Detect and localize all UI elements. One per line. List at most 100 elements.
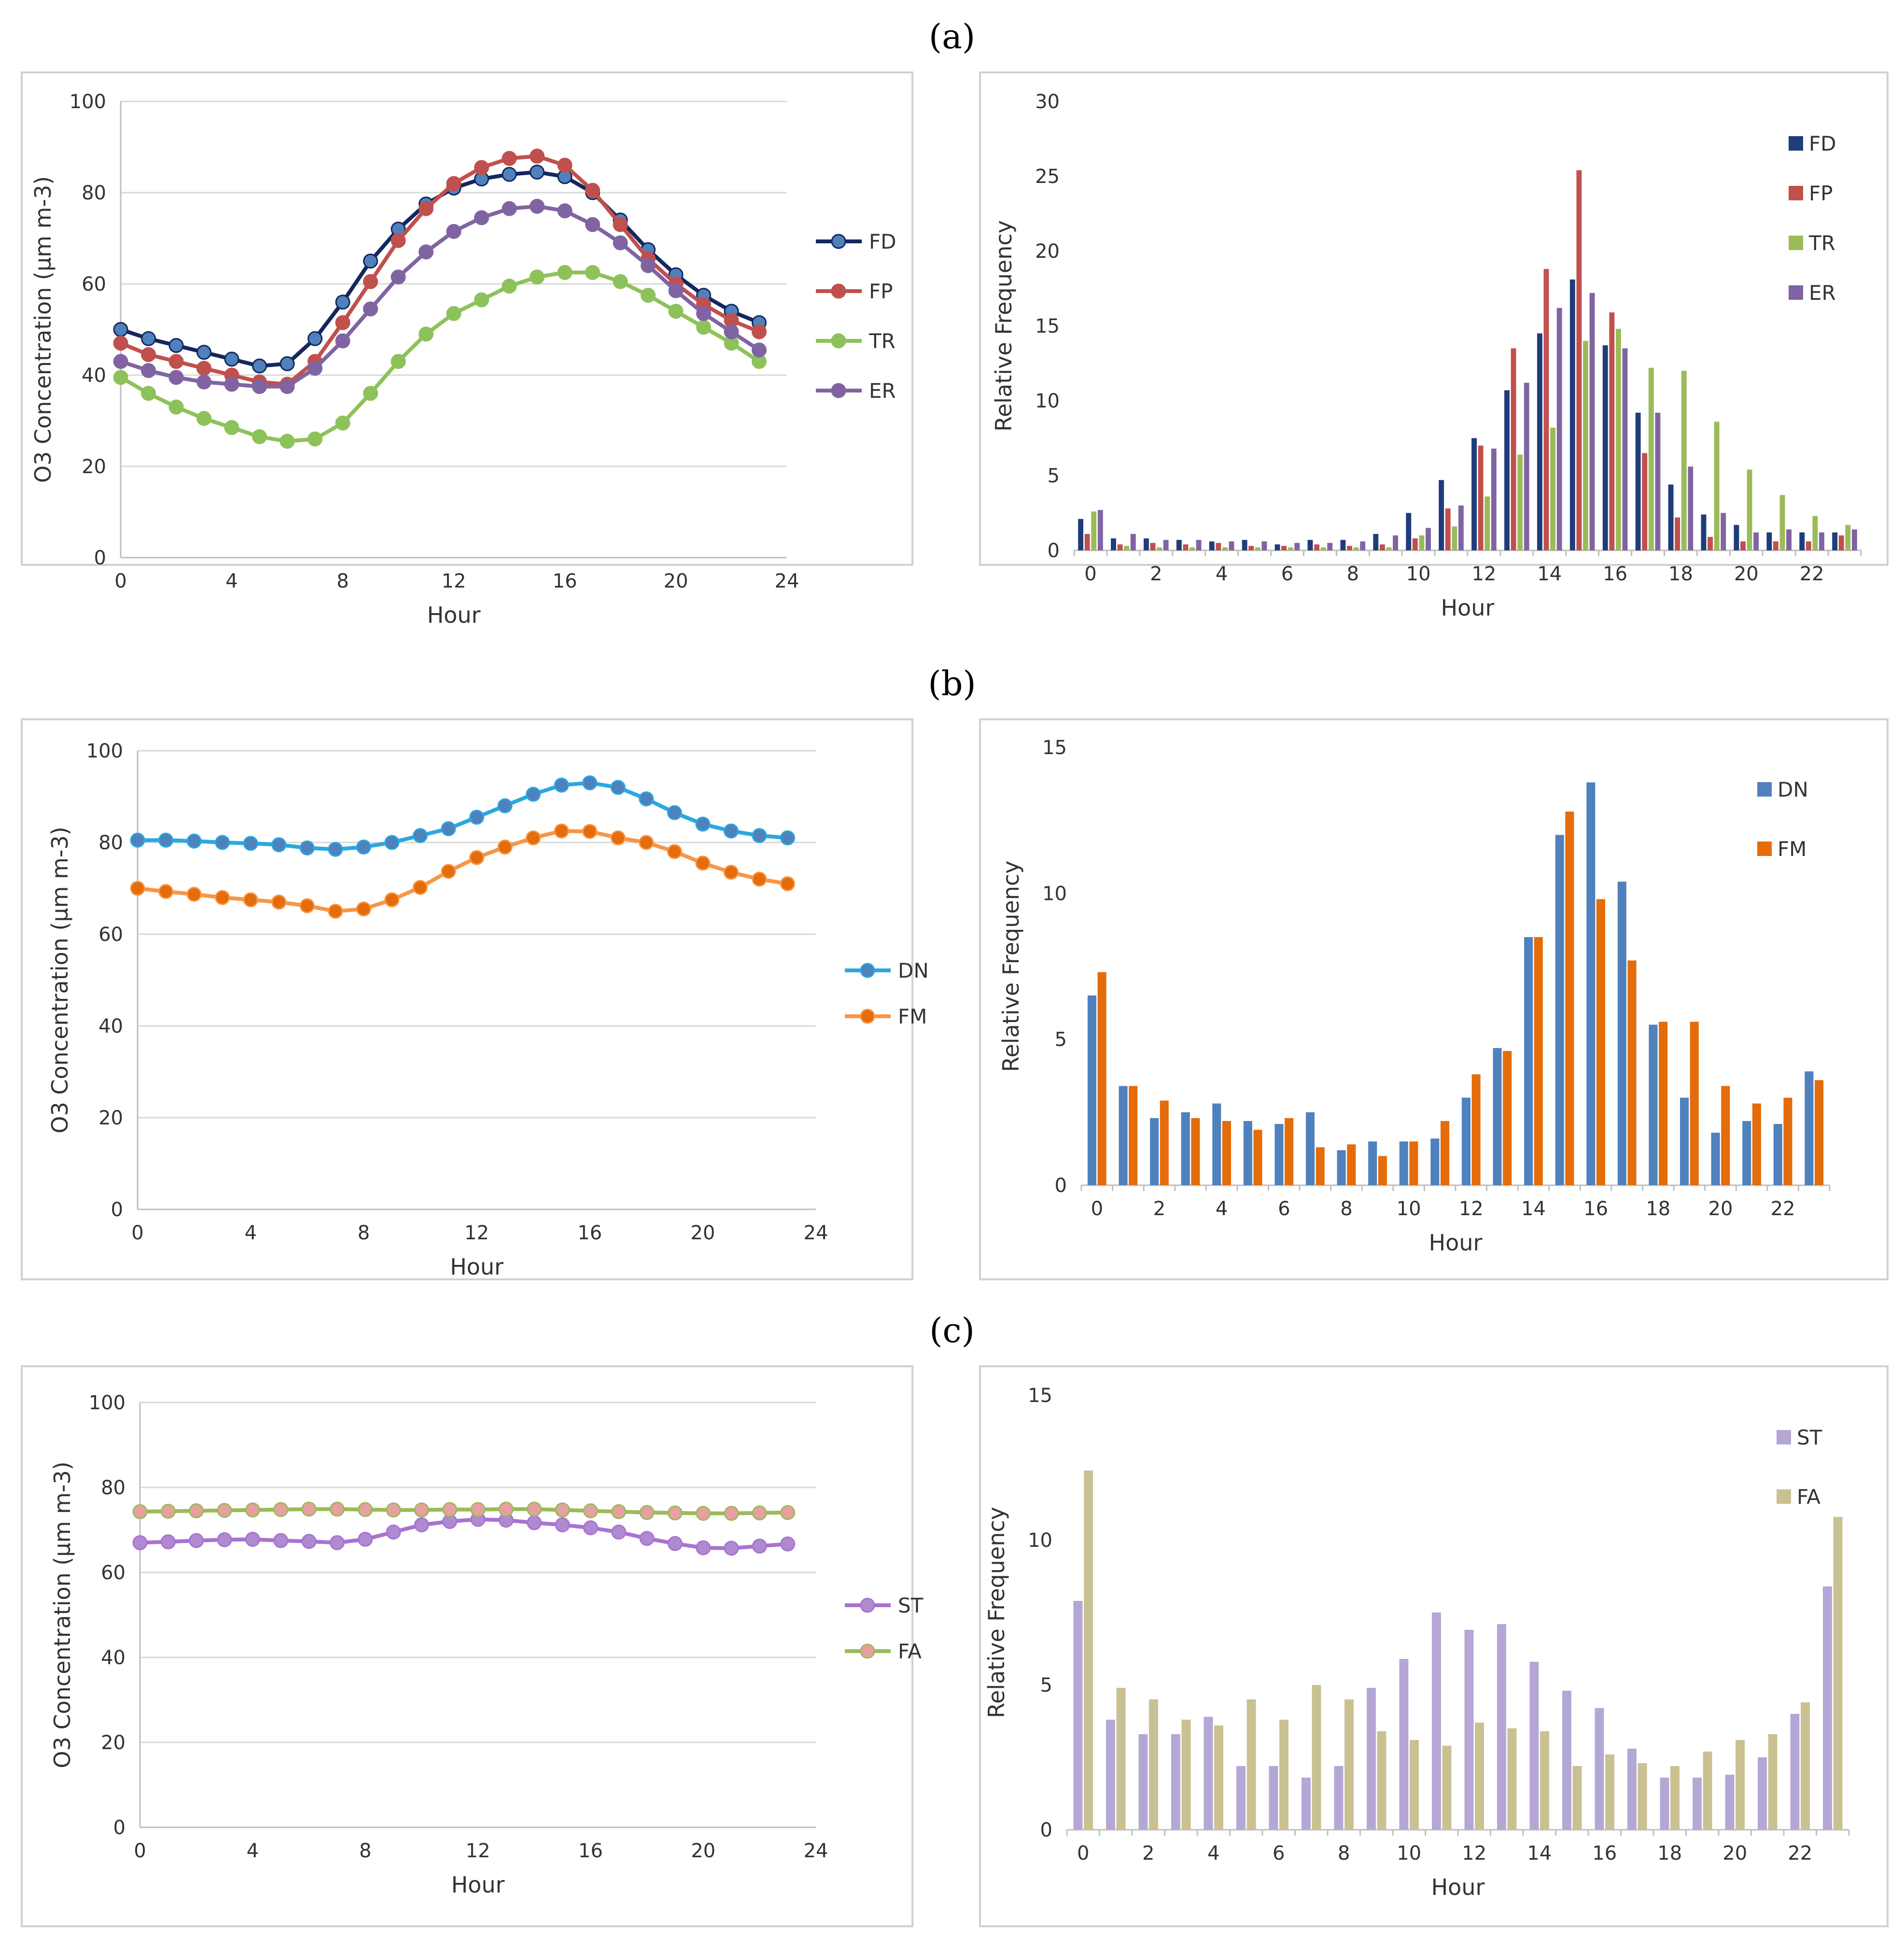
bar-fp-hour-11 <box>1445 508 1451 550</box>
data-point-fd <box>141 331 156 346</box>
bar-fd-hour-0 <box>1078 519 1084 550</box>
bar-fp-hour-10 <box>1412 538 1418 550</box>
bar-st-hour-14 <box>1529 1662 1539 1830</box>
bar-st-hour-2 <box>1138 1734 1148 1830</box>
data-point-tr <box>391 354 406 369</box>
data-point-dn <box>695 816 711 832</box>
data-point-dn <box>243 836 258 851</box>
data-point-fa <box>527 1501 542 1517</box>
y-tick-label: 0 <box>1040 1819 1052 1841</box>
y-tick-label: 5 <box>1048 465 1060 487</box>
data-point-fm <box>158 884 174 899</box>
y-axis-title: O3 Concentration (μm m-3) <box>47 827 73 1133</box>
bar-fa-hour-10 <box>1410 1740 1419 1830</box>
y-tick-label: 20 <box>98 1107 123 1129</box>
y-tick-label: 60 <box>98 924 123 946</box>
chart-frame-line <box>21 1365 913 1927</box>
bar-dn-hour-22 <box>1773 1124 1782 1185</box>
data-point-st <box>189 1533 204 1548</box>
bar-er-hour-17 <box>1655 412 1661 550</box>
panel-label-c: (c) <box>929 1311 975 1350</box>
data-point-fa <box>245 1502 260 1518</box>
y-tick-label: 15 <box>1028 1385 1052 1407</box>
x-tick-label: 16 <box>1603 563 1627 585</box>
y-tick-label: 10 <box>1028 1529 1052 1552</box>
panel-a-line-chart: 0 20 40 60 80 100 0 4 8 12 16 20 24 Hour O3 Concentrat… <box>21 71 913 628</box>
data-point-fm <box>186 886 202 902</box>
bar-er-hour-19 <box>1721 513 1726 550</box>
data-point-er <box>446 224 462 239</box>
bar-fp-hour-1 <box>1117 544 1123 550</box>
data-point-st <box>667 1536 683 1551</box>
bar-dn-hour-18 <box>1649 1024 1658 1185</box>
legend-swatch <box>1789 186 1803 200</box>
x-tick-label: 20 <box>1722 1842 1747 1865</box>
data-point-er <box>252 379 267 394</box>
data-point-fm <box>497 840 513 855</box>
legend-label-tr: TR <box>1808 231 1835 255</box>
data-point-fa <box>611 1504 627 1519</box>
data-point-er <box>113 354 128 369</box>
data-point-fm <box>752 871 767 887</box>
data-point-tr <box>668 304 684 319</box>
data-point-fa <box>583 1503 598 1518</box>
data-point-fm <box>639 835 654 850</box>
legend-swatch <box>1789 236 1803 250</box>
data-point-tr <box>641 288 656 303</box>
panel-c-bar-chart: 0 5 10 15 0 2 4 6 8 10 12 14 16 18 20 22 Hour Relative Fr… <box>979 1365 1889 1927</box>
data-point-fp <box>502 151 517 166</box>
legend-swatch <box>1789 285 1803 300</box>
bar-fa-hour-1 <box>1116 1688 1126 1830</box>
data-point-fp <box>391 233 406 248</box>
bar-tr-hour-9 <box>1386 547 1392 550</box>
bar-st-hour-15 <box>1562 1691 1571 1830</box>
data-point-dn <box>667 805 682 820</box>
bar-dn-hour-1 <box>1119 1086 1128 1185</box>
legend-swatch <box>1777 1430 1791 1444</box>
panel-a-bar-chart: 0 5 10 15 20 25 30 0 2 4 6 8 10 12 14 16 18 20 22 Hour Relat… <box>979 71 1889 621</box>
x-tick-label: 18 <box>1668 563 1693 585</box>
bar-fd-hour-11 <box>1439 480 1444 550</box>
data-point-er <box>419 244 434 260</box>
bar-fp-hour-4 <box>1216 543 1221 550</box>
data-point-fp <box>168 354 184 369</box>
x-tick-label: 0 <box>1077 1842 1089 1865</box>
bar-fa-hour-18 <box>1670 1766 1680 1830</box>
x-tick-label: 12 <box>442 570 466 592</box>
data-point-tr <box>502 279 517 294</box>
bar-er-hour-18 <box>1688 466 1694 550</box>
data-point-fa <box>724 1506 739 1521</box>
data-point-dn <box>412 828 428 843</box>
data-point-tr <box>696 320 711 335</box>
legend-label-dn: DN <box>898 959 929 982</box>
legend-label-st: ST <box>1797 1426 1822 1449</box>
data-point-er <box>224 377 239 392</box>
data-point-fm <box>667 844 682 859</box>
data-point-fm <box>271 895 287 910</box>
bar-tr-hour-15 <box>1583 341 1588 550</box>
bar-tr-hour-8 <box>1353 547 1359 550</box>
bar-fm-hour-15 <box>1565 812 1574 1185</box>
y-tick-label: 10 <box>1042 883 1067 905</box>
data-point-fp <box>474 160 489 175</box>
data-point-dn <box>526 786 541 802</box>
bar-fm-hour-4 <box>1222 1121 1231 1185</box>
x-tick-label: 16 <box>578 1840 603 1862</box>
bar-fp-hour-18 <box>1675 517 1680 550</box>
bar-tr-hour-12 <box>1484 496 1490 550</box>
x-axis-title: Hour <box>451 1872 505 1898</box>
data-point-fm <box>412 880 428 895</box>
bar-dn-hour-4 <box>1212 1103 1221 1185</box>
data-point-dn <box>158 832 174 848</box>
bar-st-hour-16 <box>1595 1708 1604 1830</box>
x-tick-label: 2 <box>1153 1198 1165 1220</box>
y-tick-label: 60 <box>101 1562 126 1584</box>
bar-fd-hour-3 <box>1176 540 1182 550</box>
x-tick-label: 12 <box>1462 1842 1486 1865</box>
bar-dn-hour-0 <box>1087 995 1096 1185</box>
x-tick-label: 2 <box>1142 1842 1154 1865</box>
data-point-er <box>557 203 573 219</box>
bar-fm-hour-2 <box>1160 1100 1169 1185</box>
bar-fm-hour-8 <box>1347 1144 1356 1185</box>
x-tick-label: 8 <box>1347 563 1359 585</box>
